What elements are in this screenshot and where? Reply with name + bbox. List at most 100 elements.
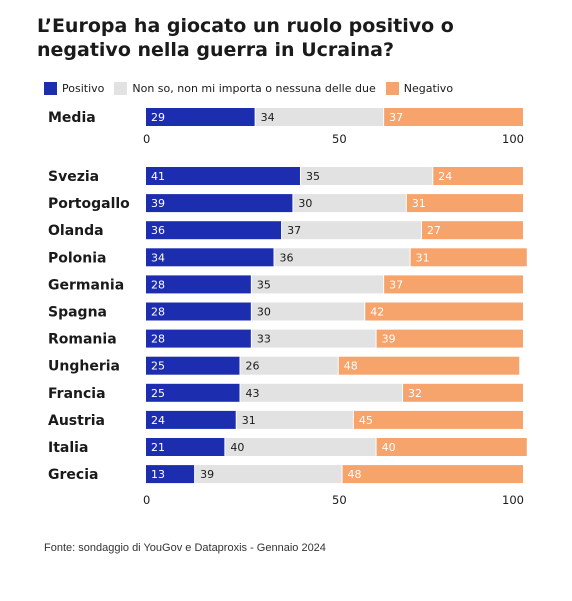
data-label-positivo-media: 29 [151,111,165,124]
x-tick-label-50-top: 50 [332,132,347,146]
bar-negativo-romania [376,329,523,348]
bar-neutro-olanda [282,221,421,240]
bar-negativo-svezia [433,167,523,185]
data-label-neutro-germania: 35 [257,278,271,291]
legend-label-neutro: Non so, non mi importa o nessuna delle d… [132,81,376,95]
bar-positivo-romania [146,329,251,348]
data-label-neutro-media: 34 [261,111,275,124]
x-tick-label-100-bottom: 100 [502,493,524,507]
data-label-neutro-portogallo: 30 [298,197,312,210]
data-label-neutro-svezia: 35 [306,170,320,183]
data-label-negativo-francia: 32 [408,387,422,400]
bar-neutro-grecia [195,465,342,484]
bar-negativo-media [384,108,523,126]
category-label-francia: Francia [48,386,106,402]
bar-positivo-olanda [146,221,282,240]
bar-positivo-grecia [146,465,195,484]
category-label-spagna: Spagna [48,305,107,321]
bar-positivo-italia [146,438,225,456]
data-label-neutro-polonia: 36 [280,251,294,264]
bar-neutro-ungheria [240,356,338,375]
x-tick-label-50-bottom: 50 [332,493,347,507]
legend-swatch-neutro [114,81,128,95]
category-label-portogallo: Portogallo [48,196,130,212]
data-label-negativo-spagna: 42 [370,306,384,319]
data-label-negativo-portogallo: 31 [412,197,426,210]
bar-neutro-romania [251,329,376,348]
legend-swatch-negativo [385,81,399,95]
category-label-germania: Germania [48,277,124,293]
bar-neutro-media [255,108,384,126]
bar-negativo-portogallo [406,194,523,213]
data-label-neutro-ungheria: 26 [246,360,260,373]
legend-label-positivo: Positivo [62,81,105,95]
legend-item-neutro: Non so, non mi importa o nessuna delle d… [114,81,376,95]
bar-positivo-svezia [146,167,300,185]
category-label-romania: Romania [48,332,117,348]
data-label-negativo-polonia: 31 [416,251,430,264]
x-tick-label-0-bottom: 0 [143,493,150,507]
data-label-positivo-romania: 28 [151,333,165,346]
bar-neutro-italia [225,438,376,456]
data-label-positivo-germania: 28 [151,278,165,291]
data-label-negativo-grecia: 48 [348,468,362,481]
bar-neutro-francia [240,383,403,402]
bar-positivo-media [146,108,255,126]
category-label-polonia: Polonia [48,250,107,266]
x-tick-label-100-top: 100 [502,132,524,146]
chart-title: L’Europa ha giocato un ruolo positivo o … [37,15,454,61]
data-label-positivo-polonia: 34 [151,251,165,264]
data-label-positivo-spagna: 28 [151,306,165,319]
bar-positivo-portogallo [146,194,293,213]
data-label-negativo-italia: 40 [382,441,396,454]
bar-neutro-portogallo [293,194,406,213]
data-label-positivo-ungheria: 25 [151,360,165,373]
bar-negativo-olanda [421,221,523,240]
bar-positivo-spagna [146,302,251,321]
bar-negativo-francia [403,383,523,402]
category-label-austria: Austria [48,413,105,429]
bar-neutro-polonia [274,248,410,267]
data-label-positivo-grecia: 13 [151,468,165,481]
data-label-negativo-ungheria: 48 [344,360,358,373]
data-label-negativo-media: 37 [389,111,403,124]
data-label-negativo-olanda: 27 [427,224,441,237]
legend: Positivo Non so, non mi importa o nessun… [44,80,463,96]
category-label-grecia: Grecia [48,467,98,483]
x-tick-label-0-top: 0 [143,132,150,146]
category-label-olanda: Olanda [48,223,104,239]
category-label-svezia: Svezia [48,169,99,185]
bar-positivo-ungheria [146,356,240,375]
category-label-media: Media [48,110,96,126]
bar-neutro-svezia [300,167,433,185]
bar-negativo-germania [384,275,523,294]
data-label-positivo-portogallo: 39 [151,197,165,210]
legend-item-positivo: Positivo [44,81,105,95]
bar-negativo-austria [353,410,523,429]
bar-positivo-polonia [146,248,274,267]
bar-negativo-grecia [342,465,523,484]
legend-label-negativo: Negativo [403,81,454,95]
data-label-neutro-austria: 31 [242,414,256,427]
data-label-positivo-austria: 24 [151,414,165,427]
bar-neutro-austria [236,410,353,429]
legend-item-negativo: Negativo [385,81,454,95]
data-label-positivo-olanda: 36 [151,224,165,237]
bar-positivo-francia [146,383,240,402]
data-label-negativo-austria: 45 [359,414,373,427]
data-label-neutro-spagna: 30 [257,306,271,319]
data-label-positivo-svezia: 41 [151,170,165,183]
data-label-negativo-svezia: 24 [438,170,452,183]
bar-neutro-spagna [251,302,365,321]
data-label-neutro-olanda: 37 [287,224,301,237]
data-label-negativo-romania: 39 [382,333,396,346]
data-label-neutro-francia: 43 [246,387,260,400]
bar-negativo-ungheria [338,356,520,375]
data-label-positivo-italia: 21 [151,441,165,454]
legend-swatch-positivo [44,81,57,95]
source-note: Fonte: sondaggio di YouGov e Dataproxis … [44,542,326,554]
bar-negativo-spagna [365,302,523,321]
category-label-italia: Italia [48,440,88,456]
bar-negativo-polonia [410,248,527,267]
